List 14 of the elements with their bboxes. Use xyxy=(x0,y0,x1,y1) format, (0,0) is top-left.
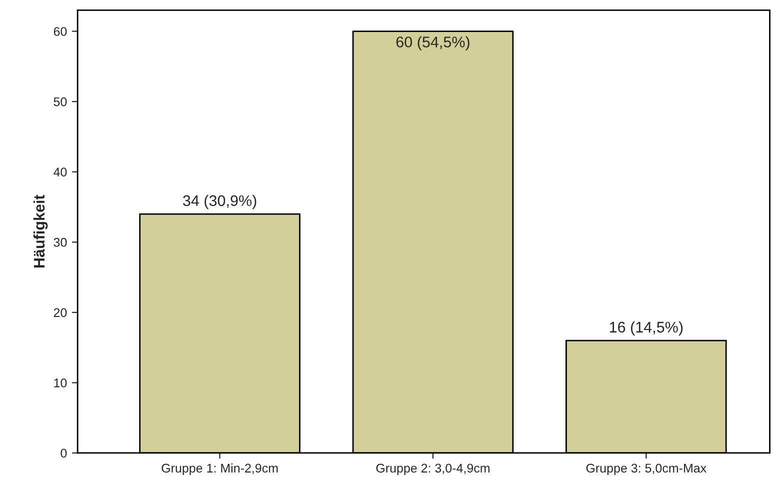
y-tick-label: 10 xyxy=(54,378,67,388)
y-axis-title: Häufigkeit xyxy=(33,194,48,268)
y-tick-label: 20 xyxy=(54,308,67,318)
y-tick-label: 40 xyxy=(54,168,67,176)
y-tick-label: 50 xyxy=(54,97,67,106)
data-label: 16 (14,5%) xyxy=(610,321,683,336)
x-tick-label: Gruppe 3: 5,0cm-Max xyxy=(586,464,706,476)
x-tick-label: Gruppe 1: Min-2,9cm xyxy=(162,463,278,476)
x-tick-label: Gruppe 2: 3,0-4,9cm xyxy=(376,464,490,476)
y-tick-label: 30 xyxy=(54,238,67,247)
data-label: 60 (54,5%) xyxy=(396,36,470,50)
y-tick-label: 0 xyxy=(60,448,67,458)
data-label: 34 (30,9%) xyxy=(183,194,256,210)
y-tick-label: 60 xyxy=(54,27,67,36)
